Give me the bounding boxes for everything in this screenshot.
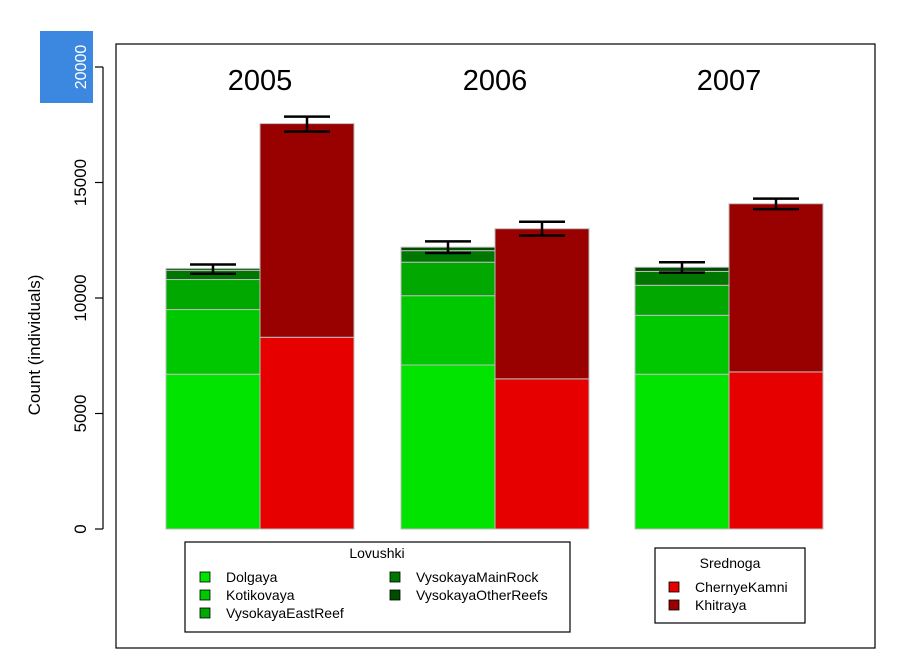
legend-title: Srednoga [700,555,761,571]
bar-segment-khitraya-2005 [259,123,355,338]
group-label-2006: 2006 [463,65,528,97]
bar-segment-vysokayaeastreef-2005 [165,279,261,311]
legend-swatch [389,571,401,583]
error-bar-lovushki-2005 [190,263,236,275]
bar-segment-chernyekamni-2005 [259,336,355,530]
bar-segment-chernyekamni-2007 [728,371,824,530]
legend-lovushki: Lovushki Dolgaya Kotikovaya VysokayaEastRee… [184,541,571,633]
legend-box [184,541,571,633]
legend-box [654,547,806,624]
bar-segment-vysokayaeastreef-2006 [400,261,496,297]
legend-title: Lovushki [349,545,404,561]
legend-entry: VysokayaMainRock [416,569,539,585]
plot-frame [115,43,876,649]
error-bar-srednoga-2006 [519,220,565,237]
y-axis: 0 5000 10000 15000 20000 [40,31,104,534]
legend-entry: VysokayaOtherReefs [416,587,548,603]
legend-entry: ChernyeKamni [695,579,788,595]
bar-segment-kotikovaya-2007 [634,314,730,375]
error-bar-srednoga-2005 [284,115,330,133]
error-bar-lovushki-2006 [425,240,471,255]
bar-segment-khitraya-2007 [728,203,824,373]
bar-segment-vysokayaeastreef-2007 [634,284,730,316]
legend-swatch [199,589,211,601]
legend-entry: VysokayaEastReef [226,605,344,621]
error-bar-lovushki-2007 [659,260,705,274]
error-bar-srednoga-2007 [753,197,799,211]
legend-swatch [668,599,680,611]
legend-entry: Khitraya [695,597,747,613]
y-tick-label: 5000 [71,395,90,433]
bar-segment-kotikovaya-2006 [400,295,496,366]
y-tick-label: 0 [71,524,90,533]
legend-swatch [199,607,211,619]
bar-segment-dolgaya-2006 [400,364,496,530]
bar-segment-dolgaya-2007 [634,373,730,530]
bar-segment-khitraya-2006 [494,228,590,380]
group-label-2005: 2005 [228,65,293,97]
group-label-2007: 2007 [697,65,762,97]
legend-swatch [389,589,401,601]
legend-swatch [199,571,211,583]
bar-segment-chernyekamni-2006 [494,378,590,530]
legend-entry: Dolgaya [226,569,278,585]
y-tick-label: 15000 [71,159,90,206]
y-tick-label: 10000 [71,274,90,321]
bars [165,123,824,530]
legend-swatch [668,581,680,593]
y-axis-title: Count (individuals) [25,275,44,416]
error-bars [190,115,799,275]
bar-segment-kotikovaya-2005 [165,309,261,375]
legend-srednoga: Srednoga ChernyeKamni Khitraya [654,547,806,624]
legend-entry: Kotikovaya [226,587,295,603]
year-labels: 2005 2006 2007 [228,65,762,97]
highlighted-tick-box [40,31,93,103]
y-tick-label: 20000 [73,45,90,90]
bar-segment-dolgaya-2005 [165,373,261,530]
